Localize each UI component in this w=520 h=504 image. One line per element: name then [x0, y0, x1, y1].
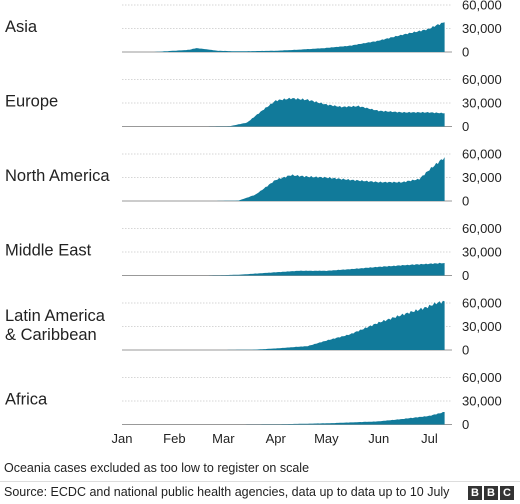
panel-label: Middle East — [5, 242, 92, 260]
y-tick-label: 60,000 — [462, 0, 502, 13]
logo-letter: C — [500, 486, 514, 500]
chart: 60,000 30,000 0 Asia 60,000 30,000 0 Europe 60,0… — [5, 0, 502, 446]
x-tick-label: Jul — [421, 431, 438, 446]
y-tick-label: 30,000 — [462, 394, 502, 409]
y-tick-label: 0 — [462, 45, 469, 60]
y-tick-label: 60,000 — [462, 72, 502, 87]
area-series — [223, 300, 445, 350]
area-series — [214, 157, 445, 201]
y-tick-label: 0 — [462, 343, 469, 358]
area-series — [238, 412, 445, 425]
y-tick-label: 60,000 — [462, 147, 502, 162]
x-tick-label: Mar — [212, 431, 235, 446]
y-tick-label: 30,000 — [462, 245, 502, 260]
y-tick-label: 0 — [462, 268, 469, 283]
panel-label: North America — [5, 167, 110, 185]
y-tick-label: 0 — [462, 417, 469, 432]
area-series — [154, 22, 445, 52]
x-tick-label: Jun — [368, 431, 389, 446]
x-tick-label: May — [314, 431, 339, 446]
y-tick-label: 30,000 — [462, 170, 502, 185]
x-tick-label: Feb — [163, 431, 185, 446]
y-tick-label: 0 — [462, 194, 469, 209]
logo-letter: B — [468, 486, 482, 500]
x-tick-label: Jan — [112, 431, 133, 446]
panel-label: Latin America — [5, 307, 106, 325]
source-text: Source: ECDC and national public health … — [4, 485, 450, 499]
bbc-logo: B B C — [468, 486, 514, 500]
footer-divider — [0, 481, 520, 482]
panel-label: Asia — [5, 18, 38, 36]
area-series — [206, 262, 445, 276]
area-series — [206, 97, 445, 127]
y-tick-label: 60,000 — [462, 221, 502, 236]
panel-label: Europe — [5, 93, 58, 111]
y-tick-label: 30,000 — [462, 319, 502, 334]
y-tick-label: 30,000 — [462, 21, 502, 36]
panel-label: & Caribbean — [5, 326, 97, 344]
x-tick-label: Apr — [266, 431, 287, 446]
logo-letter: B — [484, 486, 498, 500]
y-tick-label: 0 — [462, 119, 469, 134]
y-tick-label: 60,000 — [462, 296, 502, 311]
y-tick-label: 60,000 — [462, 370, 502, 385]
panel-label: Africa — [5, 391, 48, 409]
footnote: Oceania cases excluded as too low to reg… — [4, 461, 310, 475]
y-tick-label: 30,000 — [462, 96, 502, 111]
